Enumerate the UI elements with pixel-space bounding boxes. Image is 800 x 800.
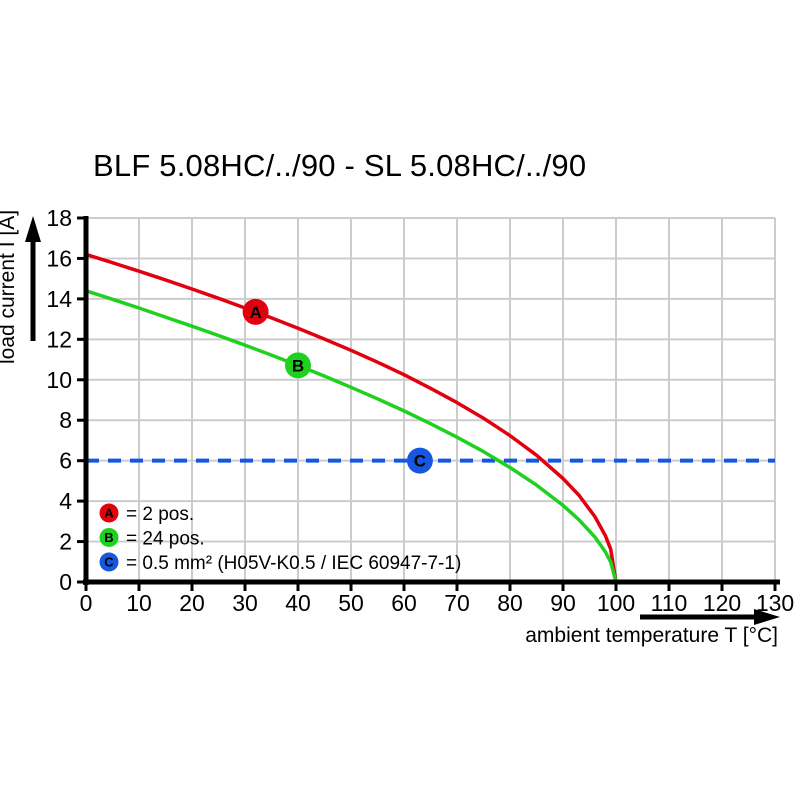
x-tick-label: 50 [338, 590, 364, 616]
y-tick-label: 16 [46, 245, 72, 271]
legend-marker-letter-B: B [104, 530, 113, 545]
marker-letter-A: A [249, 303, 261, 322]
legend-marker-C [99, 552, 119, 572]
x-tick-label: 70 [444, 590, 470, 616]
legend-marker-letter-A: A [104, 506, 114, 521]
y-tick-label: 6 [59, 448, 72, 474]
x-tick-label: 90 [550, 590, 576, 616]
chart-title: BLF 5.08HC/../90 - SL 5.08HC/../90 [93, 148, 587, 183]
x-tick-label: 20 [179, 590, 205, 616]
y-axis-title: load current I [A] [0, 210, 19, 364]
legend-marker-B [99, 528, 119, 547]
x-tick-label: 100 [597, 590, 635, 616]
legend-label-C: = 0.5 mm² (H05V-K0.5 / IEC 60947-7-1) [126, 553, 461, 574]
y-tick-label: 14 [46, 286, 72, 312]
marker-letter-C: C [414, 452, 426, 471]
x-tick-label: 80 [497, 590, 523, 616]
x-axis-arrow-head [754, 609, 780, 625]
curve-B [84, 289, 618, 584]
marker-B [285, 352, 311, 379]
y-tick-label: 4 [59, 488, 72, 514]
marker-A [242, 298, 269, 325]
legend-label-A: = 2 pos. [126, 504, 194, 525]
y-tick-label: 0 [59, 569, 72, 595]
y-tick-label: 2 [59, 529, 72, 555]
x-tick-label: 10 [126, 590, 152, 616]
curve-A [84, 252, 618, 584]
y-tick-label: 10 [46, 367, 72, 393]
x-axis-title: ambient temperature T [°C] [525, 624, 778, 647]
legend-marker-A [99, 503, 119, 523]
y-axis-arrow-head [25, 216, 41, 242]
x-tick-label: 60 [391, 590, 417, 616]
legend-label-B: = 24 pos. [126, 529, 205, 550]
legend-marker-letter-C: C [104, 555, 114, 570]
x-tick-label: 110 [651, 590, 688, 616]
x-tick-label: 0 [80, 590, 93, 616]
y-tick-label: 8 [59, 407, 72, 433]
marker-letter-B: B [292, 356, 304, 375]
y-tick-label: 12 [46, 326, 72, 352]
x-tick-label: 120 [703, 590, 741, 616]
marker-C [406, 447, 433, 474]
y-tick-label: 18 [46, 205, 72, 231]
x-tick-label: 40 [285, 590, 311, 616]
x-tick-label: 30 [232, 590, 258, 616]
